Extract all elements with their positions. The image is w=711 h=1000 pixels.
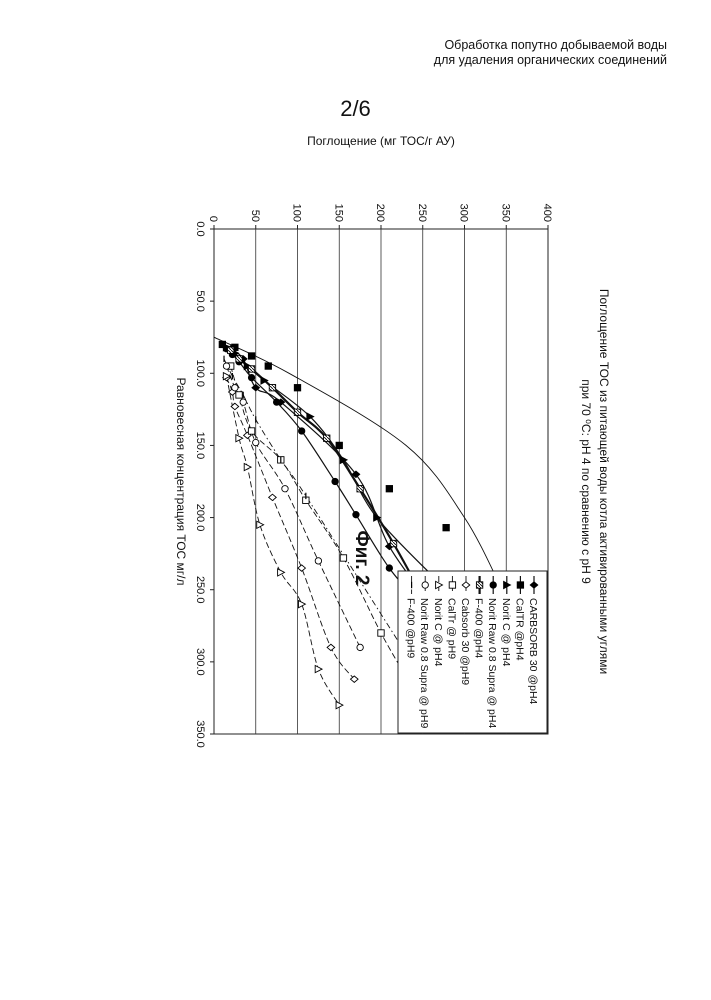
data-point-series-1	[336, 442, 342, 448]
legend-label: Norit Raw 0.8 Supra @ pH9	[418, 598, 430, 728]
data-point-series-1	[265, 363, 271, 369]
data-point-series-5	[350, 676, 358, 682]
x-tick-label: 200.0	[194, 504, 206, 532]
y-tick-label: 100	[291, 204, 303, 222]
legend-item: Norit Raw 0.8 Supra @ pH4	[486, 576, 498, 728]
data-point-series-7	[257, 521, 264, 528]
data-point-series-6	[236, 392, 242, 398]
y-axis-label: Поглощение (мг ТОС/г АУ)	[307, 134, 455, 148]
x-tick-label: 300.0	[194, 648, 206, 676]
data-point-series-3	[273, 399, 279, 405]
series-curve-5	[227, 378, 355, 680]
y-tick-label: 250	[416, 204, 428, 222]
x-tick-label: 250.0	[194, 576, 206, 604]
data-point-series-4	[269, 385, 275, 391]
series-curve-2	[227, 347, 444, 587]
legend-label: F-400 @pH9	[405, 598, 417, 658]
data-point-series-8	[253, 439, 259, 445]
legend-label: CalTR @pH4	[513, 598, 525, 661]
y-tick-label: 350	[499, 204, 511, 222]
figure-label: Фиг. 2	[351, 530, 372, 585]
legend-marker	[449, 582, 455, 588]
data-point-series-6	[340, 555, 346, 561]
data-point-series-7	[298, 601, 305, 608]
data-point-series-5	[298, 565, 306, 571]
legend-item: Norit Raw 0.8 Supra @ pH9	[418, 576, 430, 728]
data-point-series-7	[315, 665, 322, 672]
data-point-series-6	[378, 630, 384, 636]
chart-title-line-1: Поглощение ТОС из питающей воды котла ак…	[597, 289, 611, 674]
legend-marker	[517, 582, 523, 588]
legend-marker	[476, 582, 482, 588]
chart-title-line-2: при 70 ⁰С: рН 4 по сравнению с рН 9	[579, 379, 593, 584]
x-tick-label: 350.0	[194, 720, 206, 748]
series-curve-4	[231, 350, 427, 604]
y-tick-label: 300	[458, 204, 470, 222]
data-point-series-8	[223, 363, 229, 369]
legend-label: Cabsorb 30 @pH9	[459, 598, 471, 685]
x-tick-label: 100.0	[194, 360, 206, 388]
legend-label: Norit C @ pH4	[432, 598, 444, 667]
data-point-series-1	[443, 524, 449, 530]
x-tick-labels: 0.0 50.0 100.0 150.0 200.0 250.0 300.0 350.0	[194, 221, 214, 747]
data-point-series-6	[248, 428, 254, 434]
x-tick-label: 150.0	[194, 432, 206, 460]
data-point-series-4	[248, 366, 254, 372]
data-point-series-8	[232, 385, 238, 391]
y-tick-label: 150	[332, 204, 344, 222]
legend-marker	[422, 582, 428, 588]
legend-marker	[490, 582, 496, 588]
legend-label: Norit Raw 0.8 Supra @ pH4	[486, 598, 498, 728]
data-point-series-3	[386, 565, 392, 571]
y-tick-label: 0	[207, 216, 219, 222]
legend-label: F-400 @pH4	[473, 598, 485, 658]
y-tick-label: 50	[249, 210, 261, 222]
series-curve-9	[224, 359, 419, 674]
legend-label: CARBSORB 30 @pH4	[527, 598, 539, 705]
y-tick-label: 400	[541, 204, 553, 222]
data-point-series-7	[278, 569, 285, 576]
data-point-series-8	[315, 558, 321, 564]
legend: CARBSORB 30 @pH4CalTR @pH4Norit C @ pH4N…	[398, 571, 547, 733]
legend-label: CalTr @ pH9	[445, 598, 457, 659]
data-point-series-4	[324, 435, 330, 441]
series-curve-7	[227, 376, 340, 705]
x-tick-label: 50.0	[194, 290, 206, 311]
data-point-series-4	[294, 409, 300, 415]
data-point-series-4	[357, 486, 363, 492]
data-point-series-8	[240, 399, 246, 405]
y-tick-label: 200	[374, 204, 386, 222]
data-point-series-4	[390, 540, 396, 546]
data-point-series-1	[386, 486, 392, 492]
legend-label: Norit C @ pH4	[500, 598, 512, 667]
y-tick-labels: 0 50 100 150 200 250 300 350 400	[207, 204, 553, 229]
x-axis-label: Равновесная концентрация ТОС мг/л	[174, 377, 188, 585]
data-point-series-8	[282, 486, 288, 492]
data-point-series-3	[332, 478, 338, 484]
data-point-series-1	[248, 353, 254, 359]
data-point-series-5	[327, 644, 335, 650]
data-point-series-4	[236, 356, 242, 362]
data-point-series-4	[228, 347, 234, 353]
x-tick-label: 0.0	[194, 221, 206, 236]
rotated-chart-group: 0.0 50.0 100.0 150.0 200.0 250.0 300.0 350.0 0 5…	[174, 134, 611, 748]
data-point-series-3	[248, 374, 254, 380]
data-point-series-3	[298, 428, 304, 434]
data-point-series-3	[353, 511, 359, 517]
data-point-series-1	[294, 385, 300, 391]
data-point-series-5	[269, 494, 277, 500]
data-point-series-8	[357, 644, 363, 650]
